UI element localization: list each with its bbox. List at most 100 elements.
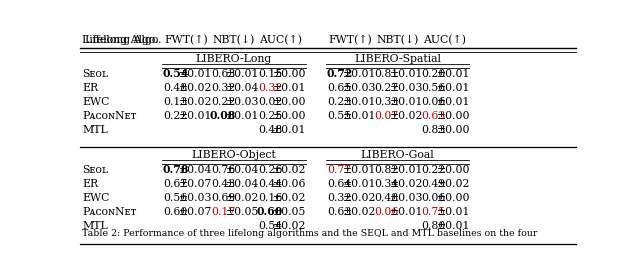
Text: 0.06: 0.06	[422, 193, 446, 203]
Text: 0.23: 0.23	[327, 97, 352, 107]
Text: ±0.01: ±0.01	[179, 111, 212, 121]
Text: ±0.04: ±0.04	[226, 165, 259, 175]
Text: 0.60: 0.60	[164, 207, 188, 217]
Text: 0.15: 0.15	[258, 69, 282, 79]
Text: 0.34: 0.34	[374, 179, 399, 189]
Text: Sᴇᴏʟ: Sᴇᴏʟ	[83, 69, 108, 79]
Text: ±0.00: ±0.00	[273, 69, 307, 79]
Text: 0.63: 0.63	[422, 111, 446, 121]
Text: 0.13: 0.13	[164, 97, 188, 107]
Text: 0.22: 0.22	[211, 97, 235, 107]
Text: ±0.00: ±0.00	[437, 111, 470, 121]
Text: ±0.01: ±0.01	[226, 69, 260, 79]
Text: ±0.01: ±0.01	[342, 165, 376, 175]
Text: ±0.06: ±0.06	[273, 179, 307, 189]
Text: 0.27: 0.27	[374, 83, 399, 93]
Text: 0.06: 0.06	[422, 97, 446, 107]
Text: 0.80: 0.80	[422, 221, 446, 231]
Text: ±0.01: ±0.01	[390, 69, 423, 79]
Text: ±0.00: ±0.00	[437, 125, 470, 135]
Text: 0.69: 0.69	[211, 193, 235, 203]
Text: ±0.01: ±0.01	[437, 97, 470, 107]
Text: 0.76: 0.76	[211, 165, 235, 175]
Text: ±0.02: ±0.02	[273, 193, 307, 203]
Text: 0.06: 0.06	[374, 207, 399, 217]
Text: ±0.01: ±0.01	[226, 111, 260, 121]
Text: 0.63: 0.63	[211, 69, 235, 79]
Text: ±0.03: ±0.03	[390, 193, 423, 203]
Text: 0.75: 0.75	[422, 207, 446, 217]
Text: ±0.00: ±0.00	[273, 111, 307, 121]
Text: 0.65: 0.65	[328, 83, 351, 93]
Text: ±0.03: ±0.03	[179, 193, 212, 203]
Text: LIBERO-Long: LIBERO-Long	[196, 54, 272, 64]
Text: ±0.03: ±0.03	[390, 83, 423, 93]
Text: ±0.04: ±0.04	[179, 165, 212, 175]
Text: 0.25: 0.25	[258, 111, 282, 121]
Text: ±0.07: ±0.07	[179, 207, 212, 217]
Text: ±0.01: ±0.01	[273, 83, 307, 93]
Text: 0.56: 0.56	[164, 193, 188, 203]
Text: ±0.04: ±0.04	[226, 83, 259, 93]
Text: 0.83: 0.83	[422, 125, 446, 135]
Text: 0.08: 0.08	[210, 110, 236, 122]
Text: 0.60: 0.60	[257, 206, 284, 217]
Text: 0.02: 0.02	[258, 97, 282, 107]
Text: AUC(↑): AUC(↑)	[423, 35, 466, 45]
Text: PᴀᴄᴏɴNᴇᴛ: PᴀᴄᴏɴNᴇᴛ	[83, 111, 137, 121]
Text: ±0.01: ±0.01	[390, 97, 423, 107]
Text: 0.49: 0.49	[422, 179, 446, 189]
Text: 0.48: 0.48	[258, 125, 282, 135]
Text: ±0.02: ±0.02	[342, 207, 376, 217]
Text: ER: ER	[83, 83, 99, 93]
Text: ±0.07: ±0.07	[179, 179, 212, 189]
Text: ±0.02: ±0.02	[342, 193, 376, 203]
Text: ±0.05: ±0.05	[273, 207, 307, 217]
Text: ±0.00: ±0.00	[437, 193, 470, 203]
Text: 0.48: 0.48	[374, 193, 399, 203]
Text: MTL: MTL	[83, 221, 108, 231]
Text: 0.55: 0.55	[328, 111, 351, 121]
Text: LIBERO-Spatial: LIBERO-Spatial	[354, 54, 441, 64]
Text: 0.33: 0.33	[374, 97, 399, 107]
Text: 0.48: 0.48	[164, 83, 188, 93]
Text: 0.64: 0.64	[328, 179, 351, 189]
Text: 0.20: 0.20	[422, 69, 446, 79]
Text: Table 2: Performance of three lifelong algorithms and the SEQL and MTL baselines: Table 2: Performance of three lifelong a…	[83, 229, 538, 238]
Text: PᴀᴄᴏɴNᴇᴛ: PᴀᴄᴏɴNᴇᴛ	[83, 207, 137, 217]
Text: ±0.01: ±0.01	[342, 179, 376, 189]
Text: ±0.02: ±0.02	[437, 179, 470, 189]
Text: 0.56: 0.56	[422, 83, 446, 93]
Text: 0.22: 0.22	[164, 111, 188, 121]
Text: ER: ER	[83, 179, 99, 189]
Text: ±0.04: ±0.04	[226, 179, 259, 189]
Text: ±0.01: ±0.01	[437, 221, 470, 231]
Text: ±0.02: ±0.02	[179, 83, 212, 93]
Text: 0.17: 0.17	[211, 207, 235, 217]
Text: ±0.02: ±0.02	[179, 97, 212, 107]
Text: 0.78: 0.78	[163, 164, 189, 175]
Text: LIBERO-Goal: LIBERO-Goal	[360, 150, 435, 160]
Text: 0.16: 0.16	[258, 193, 282, 203]
Text: ±0.02: ±0.02	[273, 165, 307, 175]
Text: ±0.02: ±0.02	[273, 221, 307, 231]
Text: 0.82: 0.82	[374, 165, 399, 175]
Text: 0.54: 0.54	[258, 221, 282, 231]
Text: 0.43: 0.43	[211, 179, 235, 189]
Text: ±0.01: ±0.01	[179, 69, 212, 79]
Text: FWT(↑): FWT(↑)	[164, 35, 209, 45]
Text: ±0.01: ±0.01	[390, 165, 423, 175]
Text: AUC(↑): AUC(↑)	[259, 35, 302, 45]
Text: 0.77: 0.77	[328, 165, 351, 175]
Text: ±0.03: ±0.03	[342, 83, 376, 93]
Text: ±0.01: ±0.01	[342, 69, 376, 79]
Text: 0.67: 0.67	[164, 179, 188, 189]
Text: 0.81: 0.81	[374, 69, 399, 79]
Text: ±0.01: ±0.01	[437, 207, 470, 217]
Text: 0.32: 0.32	[327, 193, 352, 203]
Text: 0.22: 0.22	[422, 165, 446, 175]
Text: Lifelong Algo.: Lifelong Algo.	[83, 35, 159, 45]
Text: ±0.01: ±0.01	[273, 125, 307, 135]
Text: ±0.02: ±0.02	[226, 193, 260, 203]
Text: ±0.01: ±0.01	[437, 83, 470, 93]
